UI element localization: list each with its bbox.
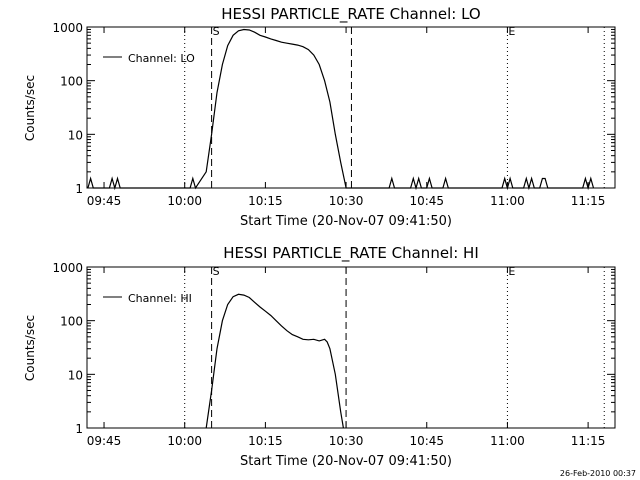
chart-panel-hi: HESSI PARTICLE_RATE Channel: HI Start Ti… bbox=[23, 244, 616, 469]
x-tick-label: 11:15 bbox=[571, 434, 606, 448]
series-line bbox=[87, 28, 595, 191]
y-tick-label: 10 bbox=[68, 128, 83, 142]
x-axis-label: Start Time (20-Nov-07 09:41:50) bbox=[240, 214, 452, 229]
x-axis-label: Start Time (20-Nov-07 09:41:50) bbox=[240, 454, 452, 469]
x-tick-label: 10:00 bbox=[167, 434, 202, 448]
x-tick-label: 10:45 bbox=[409, 434, 444, 448]
x-tick-label: 09:45 bbox=[87, 434, 122, 448]
x-tick-label: 10:15 bbox=[248, 434, 283, 448]
x-tick-label: 11:00 bbox=[490, 194, 525, 208]
y-axis-label: Counts/sec bbox=[23, 315, 37, 381]
x-tick-label: 10:15 bbox=[248, 194, 283, 208]
y-axis-label: Counts/sec bbox=[23, 75, 37, 141]
timestamp-footer: 26-Feb-2010 00:37 bbox=[559, 469, 636, 478]
time-marker-label: S bbox=[213, 25, 220, 38]
chart-title: HESSI PARTICLE_RATE Channel: LO bbox=[221, 5, 480, 24]
x-tick-label: 10:30 bbox=[329, 434, 364, 448]
time-marker-label: E bbox=[508, 25, 515, 38]
y-tick-label: 1 bbox=[75, 182, 83, 196]
chart-title: HESSI PARTICLE_RATE Channel: HI bbox=[223, 244, 479, 263]
plot-frame bbox=[86, 266, 616, 429]
series-line bbox=[205, 293, 344, 429]
time-marker-label: S bbox=[213, 265, 220, 278]
time-marker-label: E bbox=[508, 265, 515, 278]
legend-label: Channel: LO bbox=[128, 52, 195, 65]
y-tick-label: 1000 bbox=[52, 21, 83, 35]
y-tick-label: 100 bbox=[60, 315, 83, 329]
x-tick-label: 09:45 bbox=[87, 194, 122, 208]
x-tick-label: 10:00 bbox=[167, 194, 202, 208]
y-tick-label: 1 bbox=[75, 422, 83, 436]
y-tick-label: 100 bbox=[60, 75, 83, 89]
x-tick-label: 11:00 bbox=[490, 434, 525, 448]
legend-label: Channel: HI bbox=[128, 292, 192, 305]
y-tick-label: 1000 bbox=[52, 261, 83, 275]
chart-panel-lo: HESSI PARTICLE_RATE Channel: LO Start Ti… bbox=[23, 5, 616, 229]
x-tick-label: 10:30 bbox=[329, 194, 364, 208]
x-tick-label: 11:15 bbox=[571, 194, 606, 208]
x-tick-label: 10:45 bbox=[409, 194, 444, 208]
y-tick-label: 10 bbox=[68, 368, 83, 382]
